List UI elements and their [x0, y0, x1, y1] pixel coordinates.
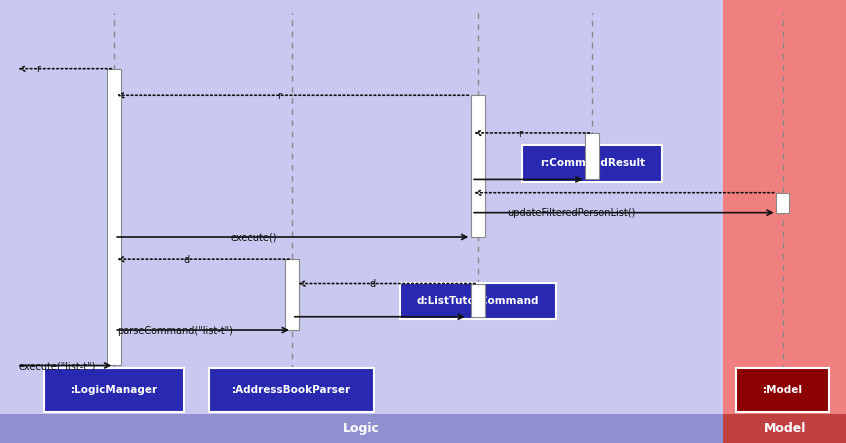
Text: r: r [277, 91, 281, 101]
Text: updateFilteredPersonList(): updateFilteredPersonList() [508, 208, 636, 218]
Text: Model: Model [763, 422, 806, 435]
Text: :Model: :Model [762, 385, 803, 395]
Bar [776, 193, 789, 213]
Text: r:CommandResult: r:CommandResult [540, 159, 645, 168]
Bar [471, 95, 485, 237]
Text: r: r [519, 128, 522, 139]
Bar [723, 0, 846, 443]
FancyBboxPatch shape [209, 368, 374, 412]
Bar [723, 414, 846, 443]
Bar [107, 69, 121, 365]
FancyBboxPatch shape [522, 145, 662, 182]
Bar [471, 284, 485, 317]
Text: parseCommand("list-t"): parseCommand("list-t") [117, 326, 233, 336]
Text: r: r [36, 64, 40, 74]
Bar [585, 133, 599, 179]
FancyBboxPatch shape [399, 283, 556, 319]
Text: d: d [369, 279, 376, 289]
Bar [0, 414, 723, 443]
Text: execute(): execute() [231, 233, 277, 243]
Text: :AddressBookParser: :AddressBookParser [233, 385, 351, 395]
Text: d: d [183, 255, 190, 265]
FancyBboxPatch shape [45, 368, 184, 412]
Bar [285, 259, 299, 330]
Text: d:ListTutorCommand: d:ListTutorCommand [417, 296, 539, 306]
Text: execute("list-t"): execute("list-t") [19, 361, 96, 371]
FancyBboxPatch shape [736, 368, 829, 412]
Bar [0, 0, 723, 443]
Text: :LogicManager: :LogicManager [71, 385, 157, 395]
Text: Logic: Logic [343, 422, 380, 435]
